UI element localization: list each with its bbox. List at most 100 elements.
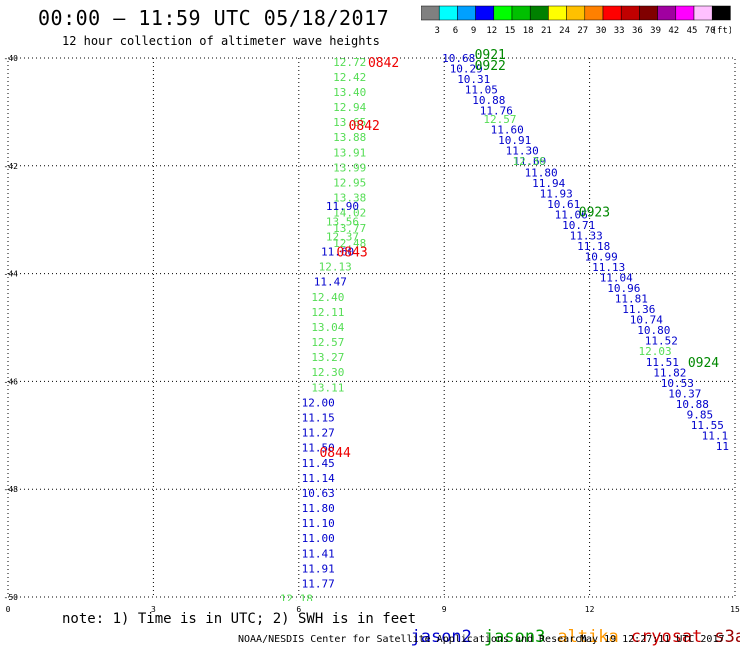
wave-height-point: 12.00 [302, 396, 335, 409]
wave-height-point: 12.37 [326, 230, 359, 243]
color-scale-label: 70 [705, 26, 716, 35]
wave-height-point: 12.13 [319, 261, 352, 274]
wave-height-plot: 0 3 6 9 12 15 -40 -42 -44 -46 -48 -50 12.72 12.42 13.4… [4, 48, 740, 614]
wave-height-point: 10.31 [457, 73, 490, 86]
wave-height-point: 13.91 [333, 146, 366, 159]
color-scale-label: 18 [523, 26, 534, 35]
wave-height-point: 13.88 [333, 131, 366, 144]
wave-height-point: 11.50 [302, 442, 335, 455]
wave-height-values: 12.72 12.42 13.40 12.94 13.65 13.88 13.91 13.99… [280, 52, 729, 606]
y-tick-label: -48 [4, 485, 19, 494]
wave-height-point: 11.41 [302, 547, 335, 560]
wave-height-point: 10.91 [498, 134, 531, 147]
pass-time-label: 0842 [349, 119, 380, 134]
wave-height-point: 11.77 [302, 578, 335, 591]
wave-height-point: 11.10 [302, 517, 335, 530]
x-tick-label: 15 [730, 605, 740, 614]
wave-height-point: 11.55 [691, 419, 724, 432]
page-subtitle: 12 hour collection of altimeter wave hei… [62, 34, 380, 48]
wave-height-point: 11.90 [326, 200, 359, 213]
color-scale-label: 30 [596, 26, 607, 35]
wave-height-point: 11.60 [321, 246, 354, 259]
wave-height-point: 12.72 [333, 56, 366, 69]
wave-height-point: 10.63 [302, 487, 335, 500]
color-scale-label: 15 [505, 26, 516, 35]
wave-height-point: 13.11 [311, 381, 344, 394]
pass-time-label: 0844 [319, 446, 350, 461]
color-scale-label: (ft) [712, 26, 731, 35]
wave-height-point: 11.33 [570, 229, 603, 242]
pass-time-label: 0921 [475, 48, 506, 63]
wave-height-point: 12.40 [311, 291, 344, 304]
color-scale-label: 12 [486, 26, 497, 35]
wave-height-point: 12.18 [280, 593, 313, 606]
y-tick-label: -44 [4, 270, 19, 279]
wave-height-point: 10.71 [562, 219, 595, 232]
wave-height-point: 13.27 [311, 351, 344, 364]
wave-height-point: 11.93 [540, 187, 573, 200]
wave-height-point: 12.42 [333, 71, 366, 84]
wave-height-point: 11.36 [622, 303, 655, 316]
wave-height-point: 11.45 [302, 457, 335, 470]
wave-height-point: 9.85 [687, 409, 714, 422]
wave-height-point: 11.82 [653, 367, 686, 380]
satellite-legend: jason2 jason3 altika cryosat s3a [390, 607, 740, 647]
wave-height-point: 12.36 [512, 155, 545, 168]
wave-height-point: 13.56 [326, 215, 359, 228]
wave-height-point: 10.68 [442, 52, 475, 65]
color-scale-label: 36 [632, 26, 643, 35]
wave-height-point: 11.14 [302, 472, 335, 485]
wave-height-point: 13.40 [333, 86, 366, 99]
x-tick-label: 9 [442, 605, 447, 614]
legend-cryosat: cryosat [630, 627, 703, 647]
wave-height-point: 10.37 [668, 388, 701, 401]
pass-time-label: 0843 [336, 246, 367, 261]
wave-height-point: 10.88 [472, 94, 505, 107]
color-scale-label: 39 [650, 26, 661, 35]
x-tick-label: 6 [296, 605, 301, 614]
wave-height-point: 12.57 [483, 113, 516, 126]
wave-height-point: 11.27 [302, 427, 335, 440]
color-scale-label: 33 [614, 26, 625, 35]
wave-height-point: 13.99 [333, 161, 366, 174]
legend-altika: altika [557, 627, 619, 647]
wave-height-point: 13.77 [333, 222, 366, 235]
wave-height-point: 12.03 [638, 345, 671, 358]
wave-height-point: 11.30 [506, 145, 539, 158]
wave-height-point: 11.91 [302, 562, 335, 575]
color-scale-label: 27 [577, 26, 588, 35]
color-scale-label: 9 [471, 26, 476, 35]
wave-height-point: 11.76 [480, 105, 513, 118]
wave-height-point: 10.29 [450, 63, 483, 76]
wave-height-point: 12.48 [333, 237, 366, 250]
wave-height-point: 10.99 [585, 250, 618, 263]
legend-s3a: s3a [714, 627, 740, 647]
x-tick-label: 3 [151, 605, 156, 614]
wave-height-point: 10.74 [630, 313, 663, 326]
color-scale-label: 45 [687, 26, 698, 35]
y-tick-label: -46 [4, 377, 19, 386]
wave-height-point: 11.80 [302, 502, 335, 515]
pass-time-label: 0842 [368, 56, 399, 71]
wave-height-point: 11 [716, 440, 729, 453]
wave-height-point: 10.53 [661, 377, 694, 390]
wave-height-point: 12.11 [311, 306, 344, 319]
color-scale-label: 21 [541, 26, 552, 35]
color-scale-label: 6 [453, 26, 458, 35]
legend-jason3: jason3 [483, 627, 546, 647]
color-swatch [711, 5, 731, 21]
color-scale-label: 3 [434, 26, 439, 35]
wave-height-point: 11.81 [615, 292, 648, 305]
x-tick-label: 0 [6, 605, 11, 614]
wave-height-point: 11.04 [600, 271, 633, 284]
footer-credit: NOAA/NESDIS Center for Satellite Applica… [238, 634, 588, 645]
color-scale-label: 42 [668, 26, 679, 35]
wave-height-point: 11.13 [592, 261, 625, 274]
legend-jason2: jason2 [410, 627, 472, 647]
wave-height-point: 11.06 [555, 208, 588, 221]
wave-height-point: 13.04 [311, 321, 344, 334]
generated-timestamp: May 19 12:27:11 UTC 2017 [580, 634, 725, 645]
wave-height-point: 12.95 [333, 177, 366, 190]
y-tick-label: -42 [4, 162, 19, 171]
